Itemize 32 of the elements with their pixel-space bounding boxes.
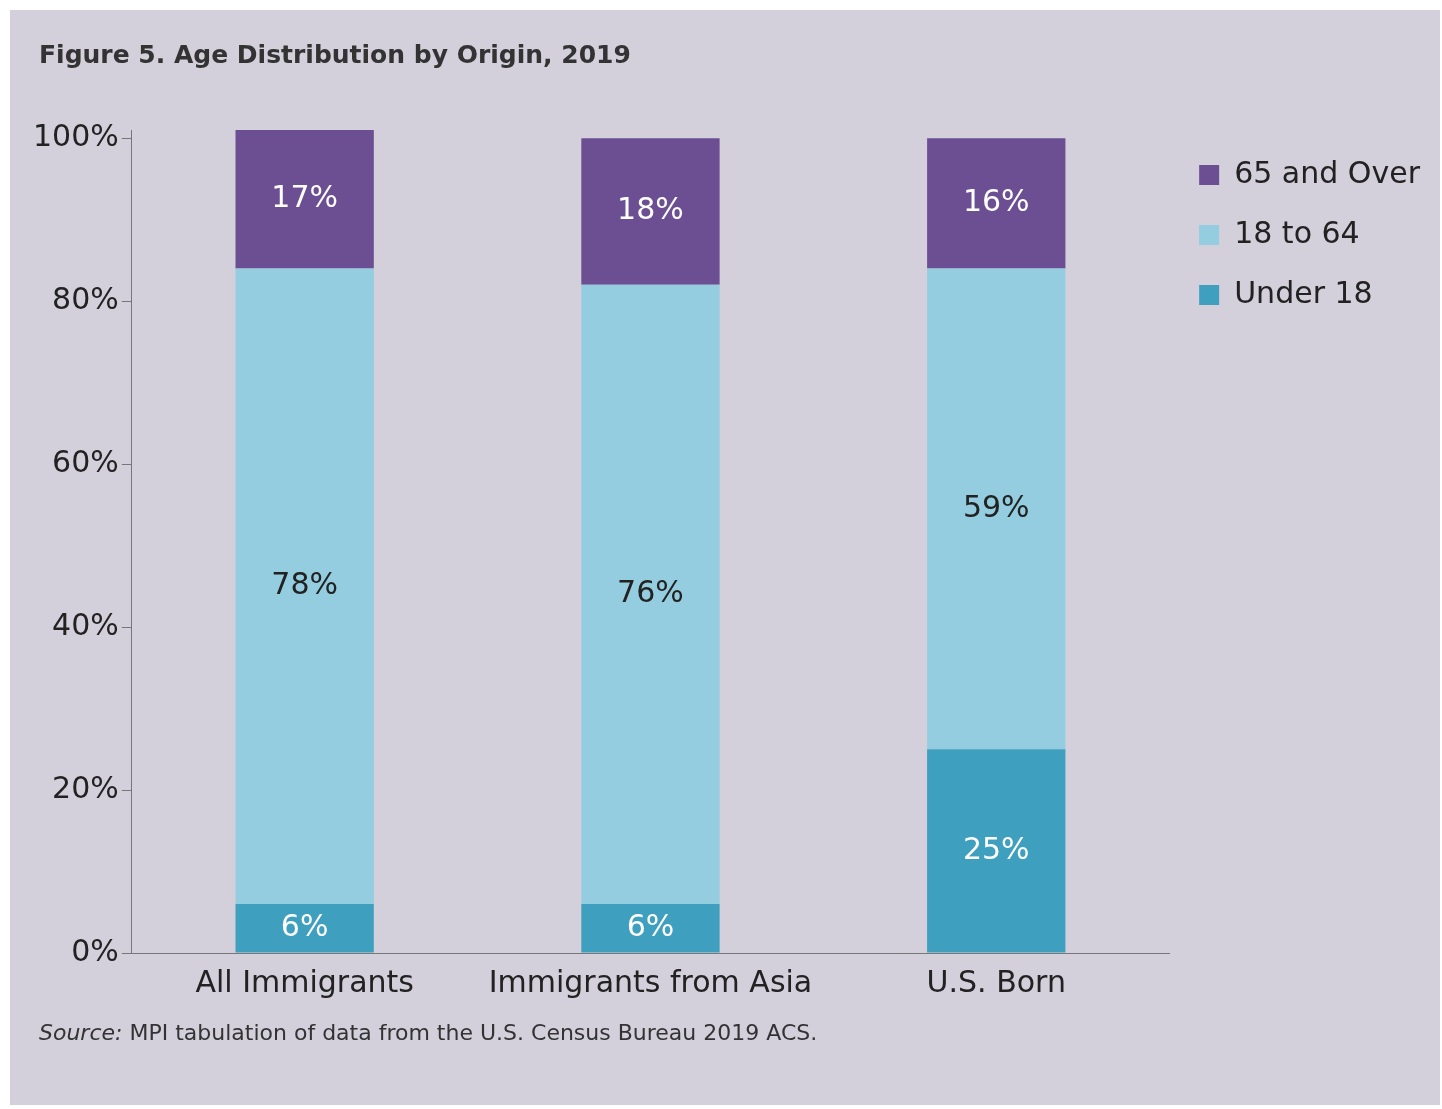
legend-label: 65 and Over (1234, 154, 1421, 190)
data-label: 16% (962, 183, 1030, 219)
data-label: 6% (626, 908, 675, 944)
y-tick-label: 60% (52, 443, 119, 479)
data-label: 78% (271, 566, 339, 602)
bar (927, 138, 1066, 269)
y-tick-label: 40% (52, 606, 119, 642)
y-tick-label: 80% (52, 280, 119, 316)
data-label: 59% (962, 488, 1030, 524)
bar (235, 130, 374, 269)
data-label: 76% (617, 574, 684, 610)
source-note: Source: MPI tabulation of data from the U.S. Census Bureau 2019 ACS. (39, 1020, 818, 1045)
y-tick-label: 100% (32, 117, 119, 153)
bar (235, 904, 374, 953)
legend-label: 18 to 64 (1234, 214, 1360, 250)
x-tick-label: All Immigrants (195, 963, 414, 999)
bar (235, 268, 374, 905)
bar (581, 138, 720, 285)
chart-title: Figure 5. Age Distribution by Origin, 2019 (39, 40, 631, 69)
bar (927, 749, 1066, 953)
data-label: 18% (617, 191, 684, 227)
data-label: 17% (271, 179, 339, 215)
data-label: 6% (280, 908, 329, 944)
x-tick-label: U.S. Born (926, 963, 1066, 999)
bar (581, 284, 720, 905)
data-label: 25% (962, 830, 1030, 866)
x-tick-label: Immigrants from Asia (488, 963, 813, 999)
y-tick-label: 0% (71, 932, 119, 968)
legend-label: Under 18 (1234, 274, 1373, 310)
y-tick-label: 20% (52, 769, 119, 805)
bar (581, 904, 720, 953)
bar (927, 268, 1066, 750)
